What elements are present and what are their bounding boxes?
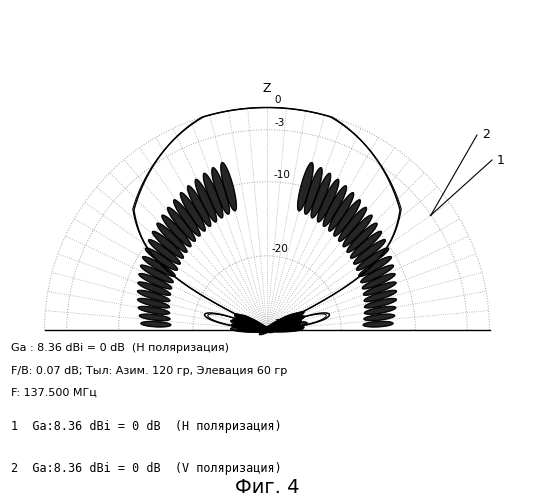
Polygon shape xyxy=(317,180,339,222)
Polygon shape xyxy=(138,282,171,296)
Polygon shape xyxy=(139,314,170,320)
Text: -10: -10 xyxy=(273,170,290,180)
Polygon shape xyxy=(141,322,171,327)
Text: -3: -3 xyxy=(274,118,285,128)
Polygon shape xyxy=(364,290,397,302)
Polygon shape xyxy=(152,232,184,258)
Polygon shape xyxy=(354,240,386,264)
Polygon shape xyxy=(364,298,396,308)
Polygon shape xyxy=(162,215,191,246)
Polygon shape xyxy=(239,315,268,330)
Polygon shape xyxy=(236,322,273,332)
Polygon shape xyxy=(138,306,170,314)
Polygon shape xyxy=(364,306,396,314)
Polygon shape xyxy=(311,174,331,218)
Polygon shape xyxy=(241,326,261,330)
Polygon shape xyxy=(238,319,265,330)
Polygon shape xyxy=(359,256,391,276)
Text: F: 137.500 МГц: F: 137.500 МГц xyxy=(11,388,97,398)
Polygon shape xyxy=(329,192,354,231)
Polygon shape xyxy=(203,174,223,218)
Polygon shape xyxy=(334,200,360,236)
Polygon shape xyxy=(271,322,292,329)
Polygon shape xyxy=(212,168,230,214)
Polygon shape xyxy=(323,186,347,226)
Polygon shape xyxy=(235,316,260,328)
Text: 1  Ga:8.36 dBi = 0 dB  (H поляризация): 1 Ga:8.36 dBi = 0 dB (H поляризация) xyxy=(11,420,281,433)
Polygon shape xyxy=(168,208,195,242)
Polygon shape xyxy=(231,324,264,330)
Text: Фиг. 4: Фиг. 4 xyxy=(235,478,299,497)
Polygon shape xyxy=(235,314,272,332)
Text: 0: 0 xyxy=(274,95,281,105)
Polygon shape xyxy=(231,326,268,332)
Text: -30: -30 xyxy=(271,319,288,329)
Polygon shape xyxy=(347,223,377,252)
Polygon shape xyxy=(297,162,313,211)
Polygon shape xyxy=(236,324,266,330)
Text: 2  Ga:8.36 dBi = 0 dB  (V поляризация): 2 Ga:8.36 dBi = 0 dB (V поляризация) xyxy=(11,462,281,474)
Polygon shape xyxy=(145,248,177,270)
Polygon shape xyxy=(148,240,180,264)
Polygon shape xyxy=(221,162,237,211)
Polygon shape xyxy=(260,314,294,334)
Polygon shape xyxy=(271,327,303,332)
Polygon shape xyxy=(304,168,322,214)
Polygon shape xyxy=(187,186,211,226)
Polygon shape xyxy=(273,318,293,328)
Polygon shape xyxy=(195,180,217,222)
Polygon shape xyxy=(357,248,389,270)
Polygon shape xyxy=(339,208,366,242)
Polygon shape xyxy=(280,322,300,328)
Polygon shape xyxy=(265,326,304,332)
Polygon shape xyxy=(350,232,382,258)
Polygon shape xyxy=(157,223,187,252)
Polygon shape xyxy=(279,326,302,330)
Polygon shape xyxy=(139,274,172,289)
Text: F/B: 0.07 dB; Тыл: Азим. 120 гр, Элевация 60 гр: F/B: 0.07 dB; Тыл: Азим. 120 гр, Элеваци… xyxy=(11,366,287,376)
Polygon shape xyxy=(233,320,269,332)
Text: 1: 1 xyxy=(497,154,505,166)
Polygon shape xyxy=(237,326,274,332)
Text: 2: 2 xyxy=(482,128,490,141)
Polygon shape xyxy=(140,265,173,282)
Polygon shape xyxy=(231,320,272,332)
Polygon shape xyxy=(137,290,170,302)
Polygon shape xyxy=(362,274,395,289)
Polygon shape xyxy=(274,312,304,327)
Polygon shape xyxy=(363,322,393,327)
Polygon shape xyxy=(267,316,305,330)
Polygon shape xyxy=(265,318,295,332)
Polygon shape xyxy=(260,320,301,332)
Polygon shape xyxy=(242,315,270,332)
Polygon shape xyxy=(180,192,205,231)
Polygon shape xyxy=(361,265,394,282)
Polygon shape xyxy=(234,319,262,329)
Polygon shape xyxy=(138,298,170,308)
Text: Z: Z xyxy=(263,82,271,95)
Text: Ga : 8.36 dBi = 0 dB  (H поляризация): Ga : 8.36 dBi = 0 dB (H поляризация) xyxy=(11,343,229,353)
Polygon shape xyxy=(363,282,396,296)
Polygon shape xyxy=(264,322,307,332)
Polygon shape xyxy=(364,314,395,320)
Polygon shape xyxy=(238,318,262,328)
Polygon shape xyxy=(265,313,299,332)
Polygon shape xyxy=(263,324,297,332)
Text: -20: -20 xyxy=(272,244,289,254)
Polygon shape xyxy=(143,256,175,276)
Polygon shape xyxy=(174,200,200,236)
Polygon shape xyxy=(343,215,372,246)
Polygon shape xyxy=(264,322,295,332)
